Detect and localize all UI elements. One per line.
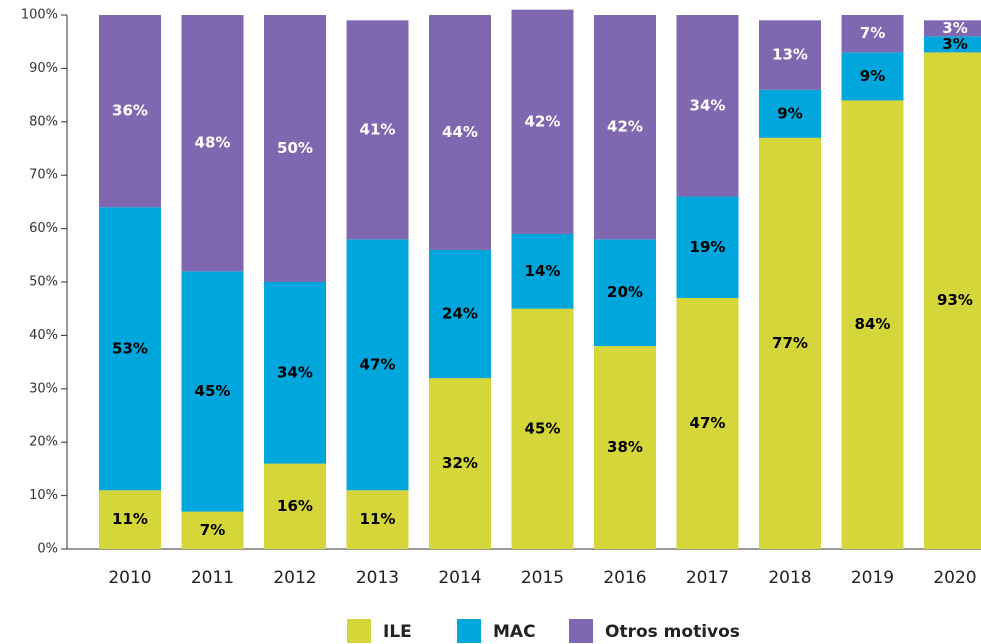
bar-segment (759, 89, 821, 138)
bar-segment (759, 20, 821, 90)
x-tick-label: 2015 (521, 568, 564, 588)
bar-segment (841, 15, 904, 53)
value-label: 32% (442, 454, 478, 472)
bar-segment (181, 511, 244, 549)
y-tick-label: 50% (29, 275, 58, 290)
value-label: 50% (277, 139, 313, 157)
bar-segment (841, 100, 904, 549)
bar-segment (346, 490, 409, 549)
legend-swatch (569, 619, 593, 643)
value-label: 38% (607, 438, 643, 456)
value-label: 13% (772, 46, 808, 64)
legend-swatch (347, 619, 371, 643)
x-tick-label: 2013 (356, 568, 399, 588)
y-tick-label: 0% (37, 542, 58, 557)
x-tick-label: 2016 (603, 568, 646, 588)
y-tick-label: 90% (29, 61, 58, 76)
bar-segment (181, 271, 244, 512)
bar-segment (99, 490, 161, 549)
bar-segment (99, 15, 161, 208)
bar-segment (264, 282, 326, 464)
value-label: 7% (200, 521, 225, 539)
bar-segment (429, 249, 491, 379)
value-label: 77% (772, 334, 808, 352)
bar-segment (594, 15, 656, 240)
x-tick-label: 2020 (933, 568, 976, 588)
bar-segment (924, 52, 981, 549)
bar-segment (511, 233, 574, 309)
value-label: 84% (855, 315, 891, 333)
value-label: 24% (442, 305, 478, 323)
value-label: 47% (360, 355, 396, 373)
value-label: 93% (937, 291, 973, 309)
value-label: 47% (690, 414, 726, 432)
value-label: 19% (690, 238, 726, 256)
bar-segment (511, 9, 574, 234)
value-label: 3% (942, 19, 967, 37)
value-label: 41% (360, 120, 396, 138)
x-tick-label: 2018 (768, 568, 811, 588)
y-tick-label: 30% (29, 381, 58, 396)
value-label: 9% (860, 67, 885, 85)
bar-segment (676, 15, 739, 197)
bar-segment (594, 346, 656, 549)
value-label: 53% (112, 339, 148, 357)
bar-segment (759, 137, 821, 549)
x-tick-label: 2019 (851, 568, 894, 588)
y-tick-label: 80% (29, 114, 58, 129)
y-tick-label: 60% (29, 221, 58, 236)
bar-segment (429, 378, 491, 549)
value-label: 45% (195, 382, 231, 400)
value-label: 9% (777, 104, 802, 122)
bar-segment (181, 15, 244, 272)
x-tick-label: 2011 (191, 568, 234, 588)
value-label: 16% (277, 497, 313, 515)
legend-label: MAC (493, 622, 536, 642)
value-label: 34% (690, 96, 726, 114)
bar-segment (676, 196, 739, 299)
value-label: 14% (525, 262, 561, 280)
legend-label: Otros motivos (605, 622, 740, 642)
value-label: 7% (860, 24, 885, 42)
legend-swatch (457, 619, 481, 643)
x-tick-label: 2017 (686, 568, 729, 588)
bar-segment (924, 20, 981, 37)
bar-segment (99, 207, 161, 491)
y-tick-label: 40% (29, 328, 58, 343)
x-tick-label: 2014 (438, 568, 481, 588)
bar-segment (841, 52, 904, 101)
value-label: 3% (942, 35, 967, 53)
value-label: 45% (525, 419, 561, 437)
bar-segment (676, 298, 739, 549)
bar-segment (264, 15, 326, 282)
value-label: 34% (277, 363, 313, 381)
value-label: 11% (360, 510, 396, 528)
bar-segment (594, 239, 656, 347)
x-tick-label: 2010 (108, 568, 151, 588)
bar-segment (511, 308, 574, 549)
bar-segment (924, 36, 981, 53)
bar-segment (264, 463, 326, 549)
y-tick-label: 70% (29, 168, 58, 183)
value-label: 48% (195, 134, 231, 152)
value-label: 11% (112, 510, 148, 528)
bar-segment (346, 239, 409, 491)
value-label: 36% (112, 102, 148, 120)
value-label: 42% (525, 112, 561, 130)
y-tick-label: 10% (29, 488, 58, 503)
legend-label: ILE (383, 622, 412, 642)
y-tick-label: 20% (29, 435, 58, 450)
value-label: 20% (607, 283, 643, 301)
y-tick-label: 100% (21, 8, 58, 23)
value-label: 44% (442, 123, 478, 141)
bar-segment (346, 20, 409, 240)
x-tick-label: 2012 (273, 568, 316, 588)
value-label: 42% (607, 118, 643, 136)
bar-segment (429, 15, 491, 250)
